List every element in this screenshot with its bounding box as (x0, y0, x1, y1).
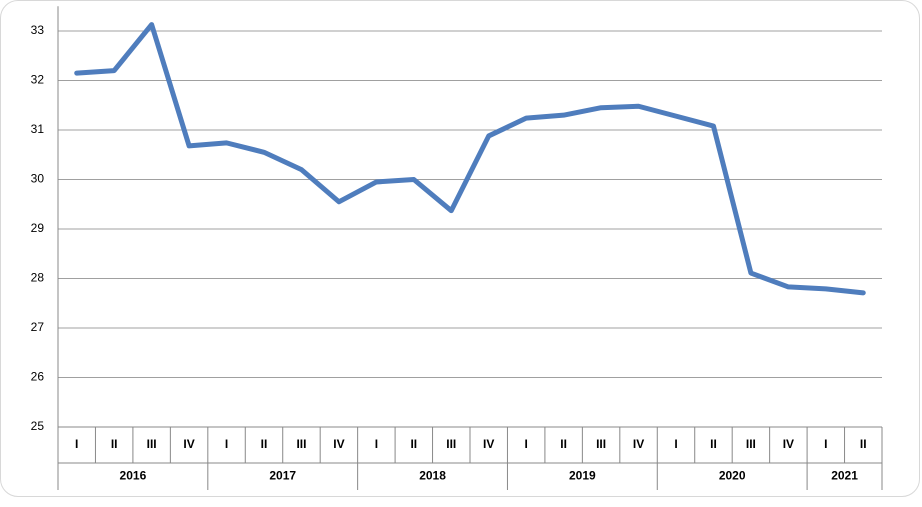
x-group-label: 2021 (831, 469, 858, 483)
x-tick-label: II (261, 437, 268, 451)
x-tick-label: I (525, 437, 528, 451)
x-tick-label: I (375, 437, 378, 451)
y-tick-label: 33 (31, 23, 45, 37)
x-group-label: 2018 (419, 469, 446, 483)
frame (0, 0, 920, 497)
x-tick-label: II (111, 437, 118, 451)
y-tick-label: 25 (31, 419, 45, 433)
x-tick-label: III (147, 437, 157, 451)
x-tick-label: III (746, 437, 756, 451)
x-tick-label: IV (633, 437, 644, 451)
x-tick-label: II (860, 437, 867, 451)
x-tick-label: IV (483, 437, 494, 451)
y-tick-label: 26 (31, 370, 45, 384)
x-group-label: 2017 (269, 469, 296, 483)
x-tick-label: IV (783, 437, 794, 451)
y-tick-label: 27 (31, 320, 45, 334)
x-tick-label: IV (333, 437, 344, 451)
y-tick-label: 32 (31, 73, 45, 87)
x-tick-label: III (446, 437, 456, 451)
x-tick-label: I (225, 437, 228, 451)
x-tick-label: I (674, 437, 677, 451)
x-tick-label: II (560, 437, 567, 451)
x-group-label: 2020 (719, 469, 746, 483)
x-tick-label: II (410, 437, 417, 451)
y-tick-label: 30 (31, 172, 45, 186)
x-tick-label: III (596, 437, 606, 451)
x-tick-label: IV (183, 437, 194, 451)
data-line (74, 22, 866, 296)
x-group-label: 2019 (569, 469, 596, 483)
y-tick-label: 31 (31, 122, 45, 136)
x-tick-label: II (710, 437, 717, 451)
y-tick-label: 28 (31, 271, 45, 285)
y-tick-label: 29 (31, 221, 45, 235)
x-tick-label: III (296, 437, 306, 451)
x-tick-label: I (824, 437, 827, 451)
x-tick-label: I (75, 437, 78, 451)
x-group-label: 2016 (120, 469, 147, 483)
